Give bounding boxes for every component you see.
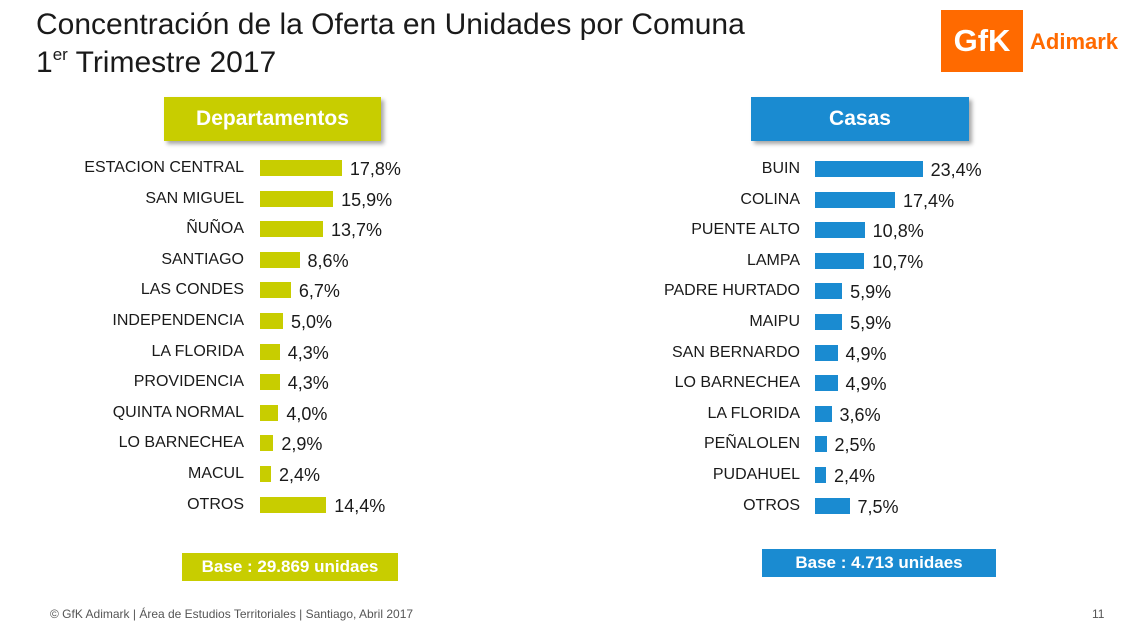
category-label: MAIPU [749,313,800,330]
page-number: 11 [1092,607,1105,621]
bar [815,375,838,392]
value-label: 3,6% [839,404,881,425]
value-label: 5,9% [850,313,892,333]
bar [815,344,838,361]
logo-mark-text: GfK [953,23,1011,58]
bar [260,251,300,268]
category-label: PROVIDENCIA [133,373,244,391]
value-label: 14,4% [334,495,386,516]
value-label: 7,5% [857,496,899,517]
category-label: LA FLORIDA [707,404,800,422]
category-label: SAN MIGUEL [145,189,244,207]
category-label: LO BARNECHEA [118,434,244,452]
bar [815,222,865,239]
value-label: 4,3% [287,342,329,363]
bar [815,405,832,422]
category-label: PADRE HURTADO [663,282,800,300]
logo-name: Adimark [1030,29,1119,54]
departamentos-base: Base : 29.869 unidaes [182,553,398,581]
casas-header: Casas [751,97,969,141]
page-subtitle: 1er Trimestre 2017 [36,46,276,80]
category-label: MACUL [187,465,244,482]
footer-text: © GfK Adimark | Área de Estudios Territo… [50,607,414,621]
gfk-adimark-logo: GfK Adimark [941,10,1126,72]
value-label: 2,5% [834,435,876,456]
category-label: ÑUÑOA [186,220,244,238]
category-label: SAN BERNARDO [671,343,800,361]
bar [260,404,279,421]
departamentos-header: Departamentos [164,97,381,141]
category-label: ESTACION CENTRAL [84,159,244,176]
category-label: PEÑALOLEN [703,435,800,453]
bar [815,436,827,453]
bar [260,343,280,360]
category-label: OTROS [187,495,244,513]
value-label: 5,9% [850,282,892,303]
category-label: QUINTA NORMAL [112,403,244,421]
casas-base: Base : 4.713 unidaes [762,549,996,577]
value-label: 2,4% [279,465,321,485]
value-label: 2,4% [834,466,876,486]
value-label: 13,7% [331,220,383,241]
category-label: LAS CONDES [140,281,244,299]
value-label: 17,4% [903,190,955,211]
value-label: 4,3% [287,373,329,394]
value-label: 10,7% [872,251,924,272]
bar [815,252,865,269]
bar [260,435,274,452]
category-label: LAMPA [746,251,800,269]
bar [260,466,272,482]
category-label: PUENTE ALTO [691,221,800,239]
category-label: LO BARNECHEA [674,374,800,392]
value-label: 8,6% [307,250,349,271]
bar [260,190,334,207]
bar [815,467,827,483]
subtitle-prefix: 1 [36,46,53,79]
subtitle-superscript: er [52,45,68,64]
bar [815,161,923,177]
value-label: 15,9% [341,189,393,210]
value-label: 2,9% [281,434,323,455]
category-label: INDEPENDENCIA [112,312,244,329]
bar [260,496,327,513]
category-label: OTROS [743,496,800,514]
value-label: 6,7% [298,281,340,302]
value-label: 4,0% [286,403,328,424]
subtitle-rest: Trimestre 2017 [67,46,277,79]
category-label: LA FLORIDA [151,342,244,360]
bar [815,497,850,514]
bar [815,191,896,208]
category-label: SANTIAGO [161,250,244,268]
bar [260,313,283,329]
category-label: BUIN [761,160,800,177]
bar [260,282,291,299]
bar [260,374,280,391]
page-title: Concentración de la Oferta en Unidades p… [36,8,745,41]
value-label: 17,8% [349,159,401,179]
value-label: 4,9% [845,343,887,364]
logo-mark-box: GfK [941,10,1023,72]
bar [815,314,843,330]
bar [260,160,342,176]
category-label: PUDAHUEL [712,466,800,483]
bar [260,221,324,238]
value-label: 4,9% [845,374,887,395]
value-label: 23,4% [930,160,982,180]
category-label: COLINA [740,190,800,208]
value-label: 5,0% [291,312,333,332]
value-label: 10,8% [872,221,924,242]
bar [815,283,843,300]
